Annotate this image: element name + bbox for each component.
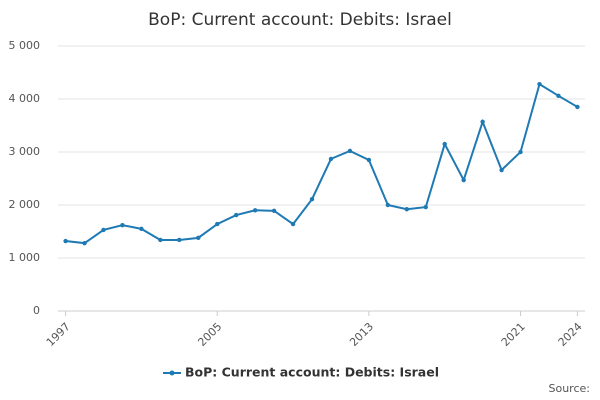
y-tick-label: 0 bbox=[33, 304, 40, 317]
y-tick-label: 4 000 bbox=[9, 92, 41, 105]
source: Source: bbox=[549, 382, 591, 395]
data-point bbox=[480, 119, 485, 124]
data-point bbox=[442, 141, 447, 147]
y-tick-label: 1 000 bbox=[9, 251, 41, 264]
data-point bbox=[499, 167, 504, 173]
data-point bbox=[215, 221, 220, 227]
data-point bbox=[252, 208, 258, 213]
data-point bbox=[158, 237, 163, 243]
x-tick-label: 2013 bbox=[347, 320, 376, 349]
data-point bbox=[537, 81, 542, 87]
data-point bbox=[328, 156, 334, 162]
data-point bbox=[101, 227, 106, 233]
data-point bbox=[575, 104, 580, 110]
chart-title: BoP: Current account: Debits: Israel bbox=[148, 10, 452, 30]
data-point bbox=[196, 235, 201, 241]
y-tick-label: 2 000 bbox=[9, 198, 41, 211]
x-tick-label: 2021 bbox=[499, 320, 528, 349]
data-point bbox=[518, 149, 523, 155]
data-point bbox=[423, 204, 428, 210]
data-point bbox=[347, 148, 353, 154]
data-point bbox=[404, 207, 410, 212]
data-point bbox=[366, 157, 372, 163]
series-line bbox=[65, 82, 578, 245]
x-tick-label: 1997 bbox=[44, 320, 73, 349]
data-point bbox=[82, 240, 87, 246]
data-point bbox=[271, 208, 277, 214]
data-point bbox=[290, 221, 296, 227]
data-point bbox=[233, 212, 239, 218]
x-tick-label: 2024 bbox=[556, 320, 585, 349]
data-point bbox=[461, 177, 466, 183]
data-point bbox=[177, 237, 182, 243]
data-point bbox=[309, 196, 315, 202]
data-point bbox=[120, 222, 125, 228]
data-point bbox=[385, 202, 391, 208]
y-tick-label: 5 000 bbox=[9, 39, 41, 52]
data-point bbox=[63, 238, 68, 244]
data-point bbox=[556, 93, 561, 99]
legend-marker bbox=[169, 370, 175, 376]
data-point bbox=[139, 226, 144, 232]
legend-label: BoP: Current account: Debits: Israel bbox=[185, 365, 439, 380]
y-tick-label: 3 000 bbox=[9, 145, 41, 158]
x-tick-label: 2005 bbox=[195, 320, 224, 349]
